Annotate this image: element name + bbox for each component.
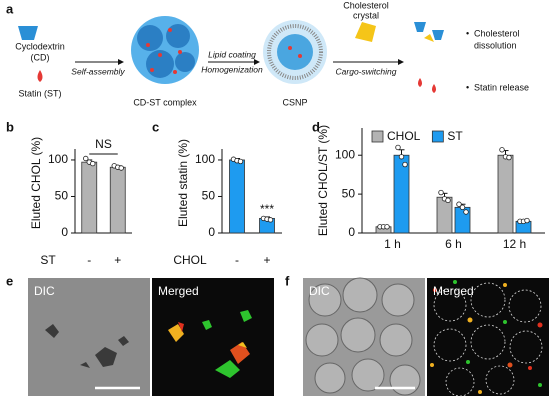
y-tick-label: 0	[208, 225, 215, 239]
crystal-icon	[355, 22, 376, 42]
statin-icon	[432, 84, 436, 93]
cd-icon	[432, 30, 444, 40]
data-point	[506, 154, 512, 161]
panel-letter: a	[6, 1, 14, 16]
data-point	[384, 224, 390, 230]
y-tick-label: 50	[55, 189, 69, 203]
image-label: Merged	[433, 284, 474, 298]
bullet: •	[466, 28, 469, 38]
x-axis-label: CHOL	[173, 253, 207, 267]
label: Cyclodextrin	[15, 41, 65, 51]
data-point	[90, 160, 96, 167]
panel-letter: c	[152, 119, 159, 134]
data-point	[459, 204, 466, 211]
y-tick-label: 100	[335, 147, 355, 161]
x-tick-label: +	[263, 253, 270, 267]
y-tick-label: 100	[48, 152, 68, 166]
bullet: •	[466, 82, 469, 92]
significance: ***	[260, 202, 274, 216]
cd-st-complex	[131, 16, 199, 84]
image-label: Merged	[158, 284, 199, 298]
y-axis-label: Eluted CHOL (%)	[29, 137, 43, 229]
data-point	[402, 161, 408, 168]
panel-letter: b	[6, 119, 14, 134]
y-tick-label: 50	[342, 186, 356, 200]
x-tick-label: 6 h	[445, 237, 462, 251]
data-point	[438, 189, 444, 196]
label: Lipid coating	[208, 49, 256, 59]
arrow-head	[398, 59, 404, 65]
legend-swatch	[371, 130, 384, 143]
data-point	[267, 217, 274, 223]
y-axis-label: Eluted statin (%)	[176, 139, 190, 227]
label: crystal	[353, 10, 379, 20]
bar	[436, 196, 453, 234]
label: Cholesterol	[474, 28, 520, 38]
image-label: DIC	[34, 284, 55, 298]
data-point	[237, 158, 244, 165]
arrow-head	[118, 59, 124, 65]
arrow-head	[254, 59, 260, 65]
data-point	[499, 147, 505, 153]
y-tick-label: 0	[348, 225, 355, 239]
micrograph-e: DIC Merged	[28, 278, 274, 396]
cd-icon	[414, 22, 426, 32]
significance: NS	[95, 137, 112, 151]
label: CD-ST complex	[133, 97, 197, 107]
dic-image	[28, 278, 150, 396]
label: dissolution	[474, 40, 517, 50]
bar	[393, 154, 410, 234]
data-point	[83, 155, 89, 162]
x-tick-label: +	[114, 253, 121, 267]
x-tick-label: -	[235, 253, 239, 267]
bar	[109, 166, 126, 234]
crystal-icon	[424, 34, 434, 42]
csnp	[263, 20, 327, 84]
statin-icon	[37, 70, 43, 82]
y-tick-label: 100	[195, 152, 215, 166]
data-point	[463, 209, 469, 215]
x-tick-label: 12 h	[503, 237, 526, 251]
label: CSNP	[282, 97, 307, 107]
legend-label: CHOL	[387, 129, 421, 143]
data-point	[398, 154, 405, 160]
x-axis-label: ST	[40, 253, 56, 267]
schematic: Cyclodextrin (CD) Statin (ST) Self-assem…	[15, 0, 529, 107]
legend-swatch	[431, 130, 444, 143]
cd-icon	[18, 26, 38, 40]
x-tick-label: 1 h	[384, 237, 401, 251]
panel-letter: f	[285, 273, 290, 288]
data-point	[524, 217, 530, 224]
data-point	[445, 197, 451, 204]
label: Statin (ST)	[18, 88, 61, 98]
bar	[81, 161, 98, 234]
label: Homogenization	[201, 64, 263, 74]
micrograph-f: DIC Merged	[303, 277, 549, 397]
bar	[497, 154, 514, 234]
image-label: DIC	[309, 284, 330, 298]
label: Self-assembly	[71, 66, 125, 76]
label: Cargo-switching	[336, 66, 397, 76]
y-tick-label: 0	[61, 225, 68, 239]
data-point	[118, 165, 124, 171]
panel-letter: e	[6, 273, 13, 288]
label: Statin release	[474, 82, 529, 92]
y-tick-label: 50	[202, 189, 216, 203]
statin-icon	[418, 78, 422, 87]
y-axis-label: Eluted CHOL/ST (%)	[316, 125, 330, 236]
bar	[229, 159, 245, 234]
merged-image	[152, 278, 274, 396]
legend-label: ST	[447, 129, 463, 143]
data-point	[456, 201, 462, 207]
label: Cholesterol	[343, 0, 389, 10]
panel-letter: d	[312, 119, 320, 134]
label: (CD)	[31, 52, 50, 62]
data-point	[395, 144, 401, 151]
x-tick-label: -	[87, 253, 91, 267]
